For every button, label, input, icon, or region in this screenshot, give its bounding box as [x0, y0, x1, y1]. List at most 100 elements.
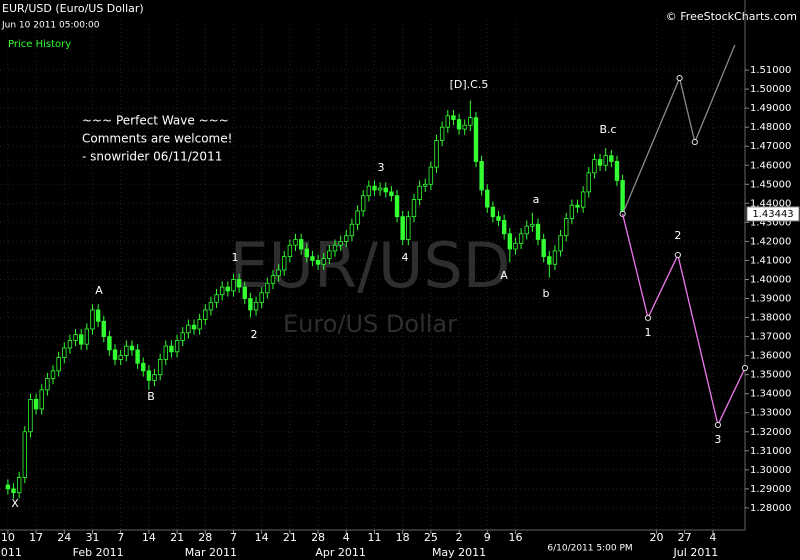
x-tick-label: 16 — [508, 531, 522, 544]
wave-label: 4 — [402, 251, 409, 264]
forecast-point — [714, 421, 722, 429]
y-tick-label: 1.50000 — [750, 84, 791, 95]
y-tick-label: 1.31000 — [750, 446, 791, 457]
candle-body — [614, 161, 620, 181]
y-tick-label: 1.49000 — [750, 103, 791, 114]
candle-body — [62, 347, 67, 358]
candle-body — [129, 345, 135, 351]
candle-body — [220, 286, 225, 296]
candle-body — [101, 320, 106, 337]
candle-body — [332, 244, 338, 252]
candle-body — [479, 161, 484, 191]
candle-body — [5, 484, 11, 490]
candle-body — [315, 260, 321, 265]
candle-body — [22, 431, 28, 478]
cursor-time: 6/10/2011 5:00 PM — [547, 544, 632, 554]
candle-body — [451, 115, 456, 120]
candle-body — [11, 488, 16, 494]
candle-body — [366, 185, 372, 197]
forecast-line — [622, 44, 736, 215]
candle-body — [321, 258, 326, 265]
y-tick-label: 1.35000 — [750, 370, 791, 381]
x-tick-label: 7 — [230, 531, 237, 544]
last-price-box — [746, 206, 800, 222]
candle-body — [513, 242, 518, 250]
x-tick-label: 10 — [1, 531, 15, 544]
x-tick-label: 9 — [484, 531, 491, 544]
forecast-label: 3 — [714, 433, 721, 446]
candle-body — [394, 195, 400, 218]
y-tick-label: 1.34000 — [750, 389, 791, 400]
candle-body — [383, 187, 388, 193]
candle-body — [372, 185, 377, 191]
timestamp: Jun 10 2011 05:00:00 — [1, 21, 100, 31]
candle-body — [473, 117, 479, 162]
forecast-label: 2 — [674, 229, 681, 242]
y-tick-label: 1.41000 — [750, 255, 791, 266]
candle-body — [597, 159, 603, 166]
candle-body — [468, 117, 473, 126]
candle-body — [253, 301, 259, 311]
wave-label: B — [147, 390, 155, 403]
wave-label: [D].C.5 — [450, 78, 489, 91]
comment-line: - snowrider 06/11/2011 — [82, 150, 222, 164]
candle-body — [270, 275, 276, 284]
candle-body — [462, 124, 467, 130]
candle-body — [400, 216, 405, 240]
candle-body — [423, 183, 428, 187]
candle-body — [197, 319, 202, 330]
x-tick-label: 21 — [283, 531, 297, 544]
candle-body — [609, 155, 614, 162]
x-tick-label: 2 — [456, 531, 463, 544]
x-tick-label: 4 — [709, 531, 716, 544]
candle-body — [248, 298, 253, 311]
chart-title: EUR/USD (Euro/US Dollar) — [2, 2, 144, 15]
wave-label: a — [533, 193, 540, 206]
wave-label: 1 — [232, 251, 239, 264]
x-tick-label: 25 — [424, 531, 438, 544]
candle-body — [276, 269, 281, 277]
x-tick-label: 11 — [367, 531, 381, 544]
y-tick-label: 1.47000 — [750, 141, 791, 152]
x-tick-label: 28 — [311, 531, 325, 544]
month-label: Jul 2011 — [673, 546, 719, 559]
candle-body — [208, 301, 214, 311]
last-price-label: 1.43443 — [752, 209, 793, 220]
candle-body — [355, 210, 360, 225]
candle-body — [530, 223, 535, 227]
candle-body — [157, 359, 163, 376]
y-tick-label: 1.43000 — [750, 217, 791, 228]
wave-label: A — [95, 284, 103, 297]
candle-body — [214, 294, 219, 303]
candle-body — [569, 204, 575, 219]
candle-body — [445, 115, 450, 128]
x-tick-label: 24 — [57, 531, 71, 544]
candle-body — [146, 370, 152, 381]
candle-body — [265, 282, 270, 294]
panel-label: Price History — [8, 39, 71, 50]
wave-label: 3 — [378, 161, 385, 174]
candle-body — [349, 223, 355, 237]
candle-body — [282, 256, 287, 271]
candle-body — [293, 239, 298, 246]
candle-body — [360, 195, 366, 212]
candle-body — [73, 334, 78, 341]
x-tick-label: 31 — [85, 531, 99, 544]
y-tick-label: 1.46000 — [750, 160, 791, 171]
wave-label: b — [543, 287, 550, 300]
x-tick-label: 27 — [678, 531, 692, 544]
y-tick-label: 1.39000 — [750, 294, 791, 305]
x-tick-label: 7 — [117, 531, 124, 544]
candle-body — [169, 345, 174, 353]
wave-label: B.c — [599, 123, 616, 136]
month-label: 2011 — [0, 546, 22, 559]
watermark-sub: Euro/US Dollar — [283, 310, 457, 338]
wave-label: A — [500, 269, 508, 282]
x-tick-label: 21 — [170, 531, 184, 544]
watermark: EUR/USD — [230, 229, 511, 302]
candle-body — [490, 206, 496, 218]
y-tick-label: 1.48000 — [750, 122, 791, 133]
candle-body — [16, 477, 22, 494]
candle-body — [56, 357, 61, 372]
forecast-point — [741, 364, 749, 372]
